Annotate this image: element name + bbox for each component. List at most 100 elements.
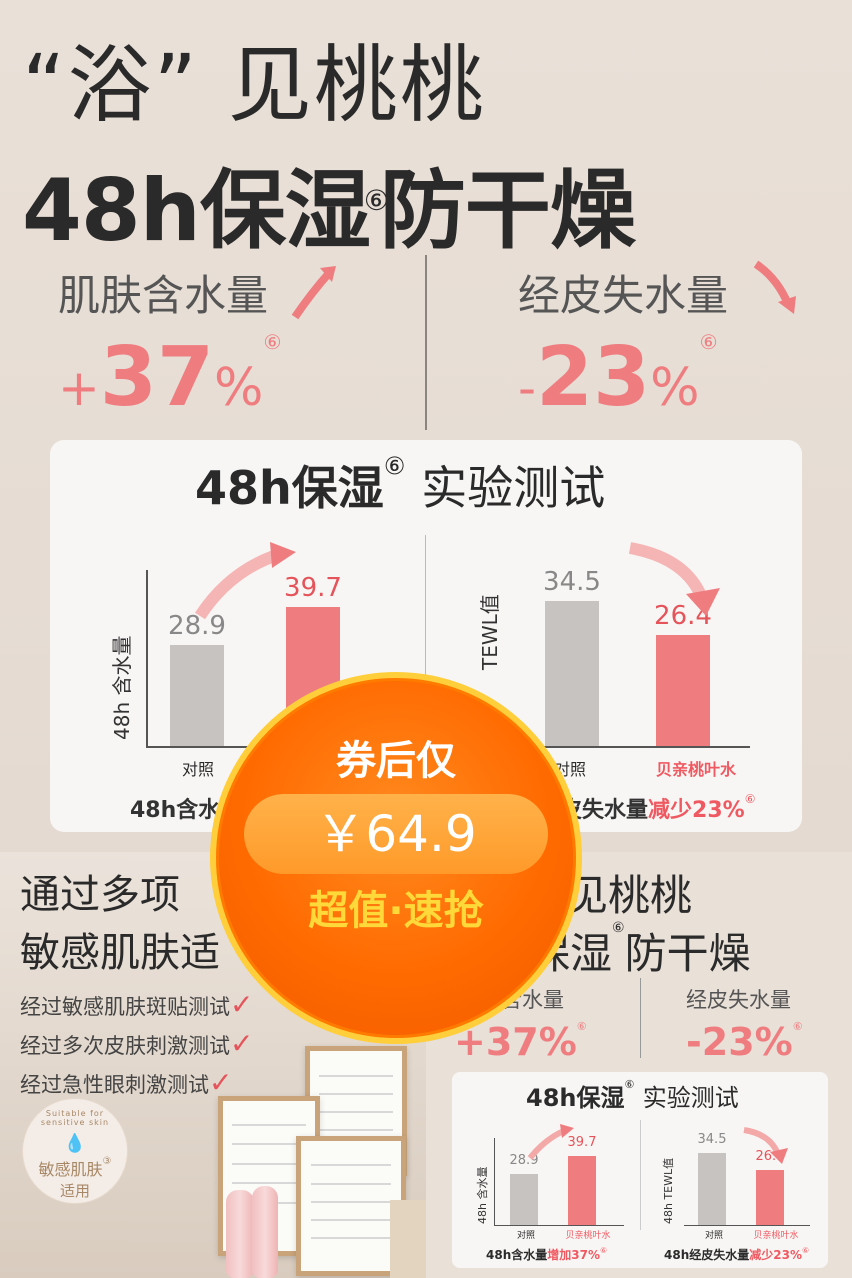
percent-unit: %	[214, 358, 264, 418]
badge-top-text: 券后仅	[336, 738, 456, 784]
br-moisture-caption: 48h含水量增加37%⑥	[486, 1246, 607, 1263]
tewl-chart-ylabel: TEWL值	[478, 594, 502, 670]
plus-sign: +	[58, 359, 100, 417]
footnote-marker: ⑥	[801, 1246, 810, 1255]
headline-line2: 48h保湿⑥防干燥	[22, 140, 636, 265]
check-item: 经过敏感肌肤斑贴测试✓	[20, 988, 253, 1021]
br-title-line1: 见桃桃	[566, 871, 693, 920]
headline2-prefix: 48h保湿	[22, 161, 371, 261]
tewl-caption: 皮失水量减少23%⑥	[560, 792, 755, 824]
seal-text1: 敏感肌肤	[38, 1160, 103, 1179]
category-product: 贝亲桃叶水	[655, 760, 736, 779]
y-axis	[146, 570, 148, 748]
br-title2-suffix: 防干燥	[624, 929, 751, 978]
br-tewl-pct-text: -23%	[686, 1020, 793, 1064]
bottle-image	[226, 1190, 254, 1278]
tewl-caption-b: 减少23%	[648, 798, 745, 823]
br-caption-a: 48h含水量	[486, 1248, 548, 1262]
bar-control-value: 34.5	[543, 567, 601, 598]
x-axis	[510, 746, 750, 748]
bl-title-line2: 敏感肌肤适	[20, 930, 220, 976]
br-tewl-chart: 48h TEWL值 34.5 26.4 对照 贝亲桃叶水 48h经皮失水量减少2…	[650, 1116, 820, 1266]
br-card-divider	[640, 1120, 641, 1230]
y-axis	[494, 1138, 495, 1226]
bar-control-value: 28.9	[168, 610, 226, 641]
br-moisture-pct-text: +37%	[454, 1020, 577, 1064]
bar-product-value: 39.7	[284, 573, 342, 604]
tewl-value: 23	[536, 330, 651, 425]
bar-control	[698, 1152, 726, 1225]
seal-label: 敏感肌肤③	[23, 1156, 127, 1180]
category-control: 对照	[704, 1231, 723, 1241]
category-product: 贝亲桃叶水	[565, 1231, 611, 1241]
check-item: 经过急性眼刺激测试✓	[20, 1066, 253, 1099]
br-card-title-suffix: 实验测试	[642, 1084, 739, 1112]
br-caption-a: 48h经皮失水量	[664, 1248, 750, 1262]
footnote-marker: ⑥	[744, 792, 756, 806]
br-card-title-prefix: 48h保湿	[526, 1084, 625, 1112]
bar-control-value: 34.5	[697, 1131, 727, 1147]
card-divider	[425, 535, 426, 735]
br-divider	[640, 978, 641, 1058]
moisture-value: 37	[99, 330, 215, 425]
br-card-title: 48h保湿⑥ 实验测试	[526, 1078, 739, 1113]
arrow-up-icon	[291, 266, 336, 320]
drop-arrow-icon	[743, 1127, 788, 1164]
footnote-marker: ③	[102, 1156, 112, 1167]
card-title-prefix: 48h保湿	[195, 461, 384, 515]
footnote-marker: ⑥	[624, 1078, 635, 1091]
category-control: 对照	[181, 760, 214, 779]
footnote-marker: ⑥	[612, 920, 625, 936]
price-badge[interactable]: 券后仅 ￥64.9 超值·速抢	[210, 672, 582, 1044]
check-text: 经过敏感肌肤斑贴测试	[20, 995, 230, 1019]
br-tewl-ylabel: 48h TEWL值	[662, 1157, 675, 1224]
rise-arrow-icon	[194, 542, 296, 620]
minus-sign: -	[518, 359, 537, 417]
headline2-suffix: 防干燥	[379, 161, 636, 261]
br-tewl-pct: -23%⑥	[686, 1020, 803, 1064]
br-caption-b: 减少23%	[749, 1248, 802, 1262]
check-list: 经过敏感肌肤斑贴测试✓ 经过多次皮肤刺激测试✓ 经过急性眼刺激测试✓	[20, 988, 253, 1099]
footnote-marker: ⑥	[576, 1020, 587, 1033]
br-caption-b: 增加37%	[547, 1248, 600, 1262]
footnote-marker: ⑥	[599, 1246, 608, 1255]
bar-product	[756, 1169, 784, 1225]
check-icon: ✓	[209, 1066, 233, 1099]
category-product: 贝亲桃叶水	[753, 1231, 799, 1241]
stat-divider	[425, 255, 427, 430]
percent-unit: %	[650, 358, 700, 418]
headline-line1: “浴” 见桃桃	[22, 36, 486, 134]
check-text: 经过急性眼刺激测试	[20, 1073, 209, 1097]
bar-control	[170, 644, 224, 746]
rise-arrow-icon	[527, 1124, 574, 1160]
footnote-marker: ⑥	[792, 1020, 803, 1033]
seal-text2: 适用	[59, 1182, 90, 1200]
badge-price: ￥64.9	[244, 794, 548, 874]
check-item: 经过多次皮肤刺激测试✓	[20, 1027, 253, 1060]
drop-arrow-icon	[628, 542, 720, 616]
footnote-marker: ⑥	[263, 330, 282, 354]
sensitive-skin-seal: Suitable for sensitive skin 💧 敏感肌肤③ 适用	[22, 1098, 128, 1204]
bar-product	[656, 635, 710, 746]
category-control: 对照	[516, 1231, 535, 1241]
br-tewl-caption: 48h经皮失水量减少23%⑥	[664, 1246, 809, 1263]
bottle-image	[252, 1186, 278, 1278]
br-moisture-ylabel: 48h 含水量	[476, 1166, 489, 1224]
moisture-percent: +37% ⑥	[58, 330, 281, 425]
br-moisture-pct: +37%⑥	[454, 1020, 587, 1064]
moisture-chart-ylabel: 48h 含水量	[110, 635, 134, 740]
card-title-suffix: 实验测试	[421, 461, 606, 515]
bar-product	[568, 1155, 596, 1225]
bar-control	[545, 601, 599, 746]
product-box	[390, 1200, 426, 1278]
x-axis	[684, 1225, 810, 1226]
card-title: 48h保湿⑥ 实验测试	[195, 452, 605, 518]
x-axis	[494, 1225, 624, 1226]
bl-title-line1: 通过多项	[20, 872, 180, 918]
badge-bottom-text: 超值·速抢	[308, 888, 484, 934]
arrow-down-icon	[753, 260, 796, 314]
check-icon: ✓	[230, 1027, 254, 1060]
bar-control	[510, 1174, 538, 1225]
seal-ring-text: Suitable for sensitive skin	[40, 1109, 110, 1127]
check-icon: ✓	[230, 988, 254, 1021]
